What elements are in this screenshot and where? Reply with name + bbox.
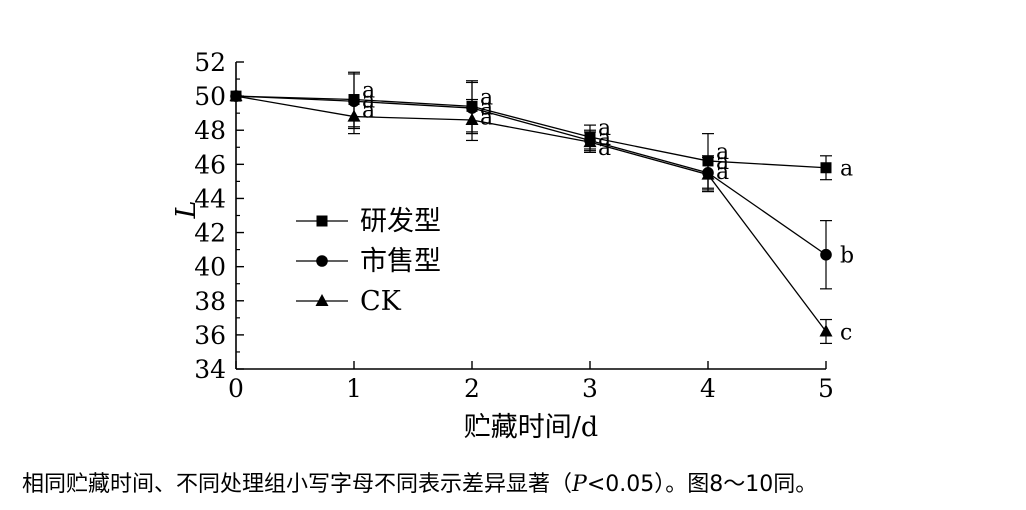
y-tick-label: 50 xyxy=(194,82,226,111)
data-point xyxy=(701,167,715,180)
y-tick-label: 46 xyxy=(194,150,226,179)
y-tick-label: 44 xyxy=(194,184,226,213)
significance-label: a xyxy=(480,85,493,110)
legend-label: 市售型 xyxy=(360,246,441,277)
legend-marker xyxy=(315,294,329,306)
significance-label: a xyxy=(362,99,375,124)
significance-label: a xyxy=(598,136,611,161)
series-line xyxy=(235,95,827,256)
significance-label: a xyxy=(362,79,375,104)
x-tick-label: 1 xyxy=(346,374,362,403)
y-tick-label: 42 xyxy=(194,219,226,248)
significance-label: a xyxy=(362,89,375,114)
y-tick-label: 36 xyxy=(194,321,226,350)
legend-item-circle: 市售型 xyxy=(296,246,441,277)
y-tick-label: 40 xyxy=(194,253,226,282)
data-point xyxy=(229,89,243,102)
significance-label: a xyxy=(480,95,493,120)
significance-label: a xyxy=(598,116,611,141)
data-point xyxy=(820,248,832,261)
x-tick-label: 5 xyxy=(818,374,834,403)
data-point xyxy=(583,135,597,148)
y-tick-label: 48 xyxy=(194,116,226,145)
legend-marker xyxy=(316,255,328,267)
caption-prefix: 相同贮藏时间、不同处理组小写字母不同表示差异显著（ xyxy=(22,472,573,497)
legend-item-triangle: CK xyxy=(296,286,402,317)
y-axis-label: L xyxy=(171,201,202,220)
legend-marker xyxy=(316,215,328,227)
x-tick-label: 0 xyxy=(228,374,244,403)
x-tick-label: 3 xyxy=(582,374,598,403)
data-point xyxy=(347,109,361,122)
caption-suffix: <0.05）。图8～10同。 xyxy=(586,472,818,497)
significance-label: a xyxy=(716,160,729,185)
data-point xyxy=(819,324,833,337)
data-point xyxy=(465,112,479,125)
y-tick-label: 34 xyxy=(194,355,226,384)
data-point xyxy=(820,162,832,174)
series-line xyxy=(235,95,827,332)
series-line xyxy=(235,95,827,169)
significance-label: a xyxy=(480,105,493,130)
significance-label: a xyxy=(716,140,729,165)
significance-label: a xyxy=(716,150,729,175)
legend-label: 研发型 xyxy=(360,206,441,237)
significance-label: a xyxy=(840,157,853,182)
significance-label: b xyxy=(840,244,854,269)
x-tick-label: 2 xyxy=(464,374,480,403)
legend-label: CK xyxy=(360,286,402,317)
significance-label: c xyxy=(840,320,852,345)
caption-italic: P xyxy=(572,472,587,497)
legend-item-square: 研发型 xyxy=(296,206,441,237)
x-tick-label: 4 xyxy=(700,374,716,403)
y-tick-label: 38 xyxy=(194,287,226,316)
y-tick-label: 52 xyxy=(194,48,226,77)
x-axis-label: 贮藏时间/d xyxy=(464,412,598,443)
figure-caption: 相同贮藏时间、不同处理组小写字母不同表示差异显著（P<0.05）。图8～10同。 xyxy=(22,466,817,498)
